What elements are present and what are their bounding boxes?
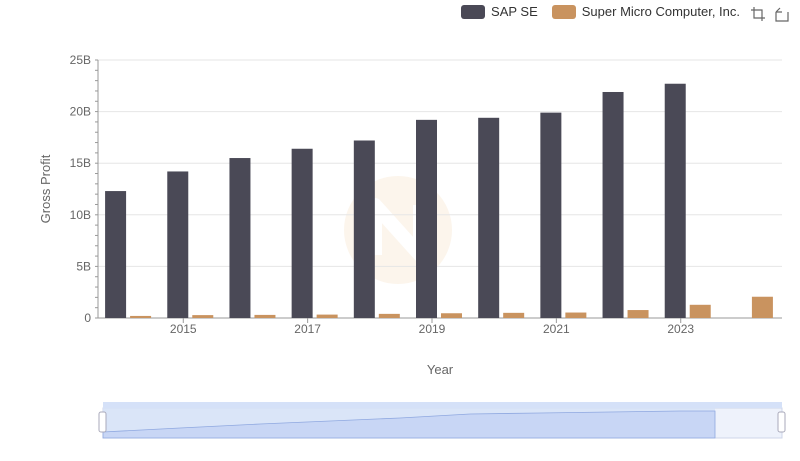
x-tick-label: 2019	[419, 322, 446, 336]
legend: SAP SE Super Micro Computer, Inc.	[461, 4, 740, 19]
y-tick-label: 15B	[70, 156, 91, 170]
y-tick-label: 10B	[70, 208, 91, 222]
x-tick-label: 2023	[667, 322, 694, 336]
bar-supermicro-2016[interactable]	[254, 314, 276, 318]
legend-swatch-supermicro	[551, 4, 576, 19]
x-tick-label: 2015	[170, 322, 197, 336]
legend-swatch-sap	[461, 4, 486, 19]
bar-supermicro-2022[interactable]	[627, 310, 649, 318]
toolbox	[750, 6, 790, 22]
x-tick-label: 2021	[543, 322, 570, 336]
bar-sap-2017[interactable]	[291, 148, 313, 318]
x-tick-label: 2017	[294, 322, 321, 336]
bar-sap-2019[interactable]	[416, 119, 437, 318]
legend-item-supermicro[interactable]: Super Micro Computer, Inc.	[551, 4, 740, 19]
y-axis-label: Gross Profit	[38, 154, 53, 223]
legend-label-supermicro: Super Micro Computer, Inc.	[581, 4, 740, 19]
bar-sap-2023[interactable]	[664, 83, 686, 319]
bar-sap-2020[interactable]	[478, 117, 500, 319]
y-axis: 0 5B 10B 15B 20B 25B	[70, 53, 99, 325]
bar-sap-2016[interactable]	[229, 158, 251, 318]
y-tick-label: 0	[84, 311, 91, 325]
bar-sap-2015[interactable]	[167, 171, 189, 318]
bar-supermicro-2023[interactable]	[689, 304, 711, 318]
bar-supermicro-2019[interactable]	[441, 313, 462, 318]
bar-supermicro-2020[interactable]	[503, 312, 525, 318]
legend-item-sap[interactable]: SAP SE	[461, 4, 538, 19]
data-zoom-slider[interactable]	[98, 402, 786, 439]
bar-supermicro-2017[interactable]	[316, 314, 338, 318]
bar-sap-2021[interactable]	[540, 112, 562, 319]
x-axis-label: Year	[427, 362, 454, 377]
y-tick-label: 20B	[70, 105, 91, 119]
bar-supermicro-2014[interactable]	[130, 315, 152, 318]
zoom-reset-icon[interactable]	[774, 6, 790, 22]
data-zoom-handle-left[interactable]	[98, 411, 107, 433]
bar-supermicro-2024[interactable]	[751, 296, 773, 318]
data-zoom-top-bar[interactable]	[103, 402, 782, 408]
legend-label-sap: SAP SE	[491, 4, 538, 19]
bar-sap-2014[interactable]	[105, 191, 127, 318]
bar-sap-2022[interactable]	[602, 91, 624, 318]
bar-supermicro-2021[interactable]	[565, 312, 587, 318]
bar-supermicro-2018[interactable]	[378, 313, 400, 318]
data-zoom-handle-right[interactable]	[777, 411, 786, 433]
y-tick-label: 5B	[76, 259, 91, 273]
bars	[105, 83, 773, 319]
x-axis: 2015 2017 2019 2021 2023	[98, 317, 782, 336]
y-tick-label: 25B	[70, 53, 91, 67]
bar-sap-2018[interactable]	[353, 140, 375, 318]
data-zoom-preview	[102, 410, 716, 439]
zoom-icon[interactable]	[750, 6, 766, 22]
bar-supermicro-2015[interactable]	[192, 315, 214, 318]
